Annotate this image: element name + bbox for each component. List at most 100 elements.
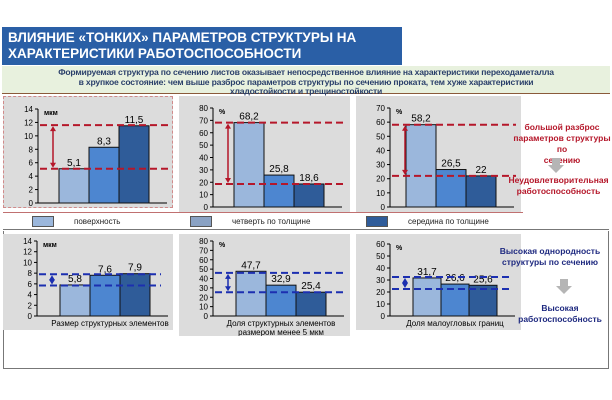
y-tick-label: 60	[376, 240, 385, 249]
bar	[235, 270, 267, 317]
data-label: 7,6	[98, 264, 112, 275]
x-axis-label: Доля структурных элементов	[227, 319, 336, 328]
y-tick-label: 10	[199, 303, 208, 312]
top-separator	[3, 212, 523, 213]
y-tick-label: 10	[24, 132, 33, 141]
bar	[119, 273, 151, 317]
arrow-down-icon-bottom	[556, 279, 572, 294]
y-tick-label: 60	[376, 118, 385, 127]
data-label: 7,9	[128, 263, 142, 274]
data-label: 31,7	[417, 267, 437, 278]
x-axis-label: Доля малоугловых границ	[406, 319, 504, 328]
bar	[412, 277, 442, 317]
y-tick-label: 0	[381, 312, 386, 321]
data-label: 58,2	[411, 114, 431, 125]
y-tick-label: 20	[199, 178, 208, 187]
y-tick-label: 10	[199, 191, 208, 200]
arrow-head-down-icon	[402, 283, 408, 288]
y-tick-label: 40	[199, 154, 208, 163]
data-label: 26,5	[441, 159, 461, 170]
y-tick-label: 0	[204, 203, 209, 212]
y-tick-label: 50	[376, 132, 385, 141]
y-tick-label: 20	[376, 288, 385, 297]
unit-label: %	[219, 242, 226, 249]
bottom-result-line-1: Высокая	[541, 303, 579, 313]
y-tick-label: 0	[204, 312, 209, 321]
arrow-head-down-icon	[402, 169, 408, 175]
legend-swatch-surface	[32, 215, 54, 227]
y-tick-label: 80	[199, 104, 208, 113]
y-tick-label: 30	[199, 284, 208, 293]
top-note-line-1: большой разброс	[524, 122, 600, 132]
legend-label-quarter: четверть по толщине	[232, 216, 311, 226]
title-line-1: ВЛИЯНИЕ «ТОНКИХ» ПАРАМЕТРОВ СТРУКТУРЫ НА	[8, 30, 357, 45]
bar	[233, 122, 265, 208]
y-tick-label: 6	[29, 159, 34, 168]
y-tick-label: 70	[376, 104, 385, 113]
top-result-line-2: работоспособность	[516, 186, 601, 196]
chart-panel-4: 0 2 4 6 8 10 12 14 мкм 5,8 7,6 7,9 Размер структурны…	[3, 234, 173, 330]
top-note-line-2: параметров структуры по	[513, 133, 611, 154]
arrow-head-down-icon	[49, 279, 55, 285]
y-tick-label: 50	[199, 265, 208, 274]
y-tick-label: 12	[23, 248, 32, 257]
title-line-2: ХАРАКТЕРИСТИКИ РАБОТОСПОСОБНОСТИ	[8, 46, 302, 61]
bar	[58, 168, 90, 204]
y-tick-label: 30	[376, 161, 385, 170]
bar	[293, 183, 325, 208]
arrow-head-up-icon	[402, 278, 408, 283]
y-tick-label: 30	[199, 166, 208, 175]
y-tick-label: 30	[376, 276, 385, 285]
subtitle-line-3: хладостойкости и трещиностойкости	[229, 86, 383, 97]
y-tick-label: 8	[29, 145, 34, 154]
y-tick-label: 2	[29, 186, 34, 195]
data-label: 5,1	[67, 158, 81, 169]
chart-panel-5: 0 10 20 30 40 50 60 70 80% 47,7 32,9 25,4 Доля струк…	[179, 234, 350, 337]
bar	[118, 125, 150, 204]
chart-panel-6: 0 10 20 30 40 50 60% 31,7 26,6 25,6 Доля малоуглов…	[356, 234, 521, 330]
y-tick-label: 0	[28, 312, 33, 321]
arrow-head-up-icon	[225, 123, 231, 129]
unit-label: %	[396, 109, 403, 116]
y-tick-label: 8	[28, 269, 33, 278]
legend-item-surface: поверхность	[32, 215, 120, 227]
bar	[263, 174, 295, 208]
data-label: 25,6	[473, 274, 493, 285]
bottom-note: Высокая однородность структуры по сечени…	[490, 246, 610, 268]
chart-panel-1: 0 2 4 6 8 10 12 14 мкм 5,1 8,3 11,5	[3, 96, 173, 208]
chart-panel-2: 0 10 20 30 40 50 60 70 80% 68,2 25,8 18,6	[179, 96, 350, 213]
subtitle-line-1: Формируемая структура по сечению листов …	[58, 67, 554, 77]
data-label: 18,6	[299, 173, 319, 184]
legend-separator	[3, 229, 609, 230]
x-axis-label: Размер структурных элементов	[51, 319, 169, 328]
y-tick-label: 12	[24, 118, 33, 127]
y-tick-label: 70	[199, 116, 208, 125]
data-label: 68,2	[239, 112, 259, 123]
data-label: 8,3	[97, 136, 111, 147]
chart-1: 0 2 4 6 8 10 12 14 мкм 5,1 8,3 11,5	[24, 105, 169, 208]
subtitle-box: Формируемая структура по сечению листов …	[2, 66, 610, 97]
data-label: 26,6	[445, 273, 465, 284]
legend-swatch-middle	[366, 215, 388, 227]
unit-label: мкм	[43, 242, 57, 249]
x-axis-label-line-2: размером менее 5 мкм	[238, 328, 324, 336]
y-tick-label: 50	[376, 252, 385, 261]
top-result: Неудовлетворительная работоспособность	[505, 175, 612, 197]
y-tick-label: 4	[29, 172, 34, 181]
bar	[88, 146, 120, 204]
data-label: 47,7	[241, 260, 261, 271]
y-tick-label: 10	[23, 258, 32, 267]
y-tick-label: 40	[376, 146, 385, 155]
bottom-note-line-2: структуры по сечению	[502, 257, 598, 267]
data-label: 5,8	[68, 274, 82, 285]
bar	[265, 284, 297, 317]
unit-label: %	[396, 245, 403, 252]
legend-label-middle: середина по толщине	[408, 216, 489, 226]
y-tick-label: 50	[199, 141, 208, 150]
y-tick-label: 20	[199, 293, 208, 302]
y-tick-label: 14	[24, 105, 33, 114]
arrow-head-up-icon	[49, 275, 55, 281]
arrow-head-down-icon	[225, 177, 231, 183]
y-tick-label: 6	[28, 280, 33, 289]
